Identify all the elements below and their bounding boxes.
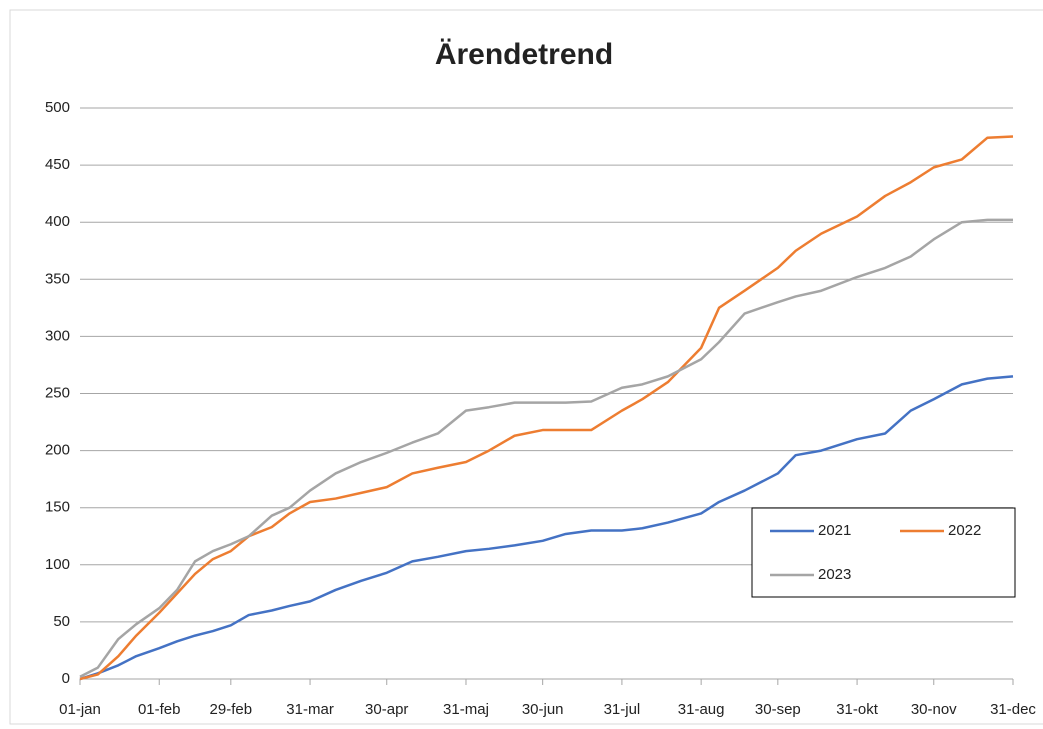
x-tick-label: 31-okt (836, 701, 879, 718)
y-tick-label: 50 (53, 613, 70, 630)
series-line (79, 218, 1013, 678)
x-tick-label: 31-mar (286, 701, 334, 718)
x-tick-label: 31-jul (604, 701, 641, 718)
legend-label: 2021 (818, 522, 851, 539)
legend-label: 2023 (818, 566, 851, 583)
x-tick-label: 30-jun (522, 701, 564, 718)
y-tick-label: 300 (45, 327, 70, 344)
x-tick-label: 31-maj (443, 701, 489, 718)
y-tick-label: 0 (62, 670, 70, 687)
y-tick-label: 100 (45, 556, 70, 573)
x-tick-label: 29-feb (210, 701, 253, 718)
y-tick-label: 350 (45, 270, 70, 287)
chart-title: Ärendetrend (435, 38, 613, 71)
series-line (79, 375, 1014, 681)
y-tick-label: 500 (45, 99, 70, 116)
x-tick-label: 31-dec (990, 701, 1036, 718)
x-tick-label: 30-apr (365, 701, 408, 718)
x-tick-label: 31-aug (678, 701, 725, 718)
legend-label: 2022 (948, 522, 981, 539)
x-tick-label: 01-jan (59, 701, 101, 718)
chart-frame (9, 9, 1043, 725)
x-tick-label: 01-feb (138, 701, 181, 718)
y-tick-label: 250 (45, 384, 70, 401)
y-tick-label: 150 (45, 499, 70, 516)
series-line (79, 135, 1014, 681)
x-tick-label: 30-sep (755, 701, 801, 718)
legend-box (751, 507, 1016, 598)
y-tick-label: 450 (45, 156, 70, 173)
y-tick-label: 400 (45, 213, 70, 230)
y-tick-label: 200 (45, 442, 70, 459)
x-tick-label: 30-nov (911, 701, 957, 718)
